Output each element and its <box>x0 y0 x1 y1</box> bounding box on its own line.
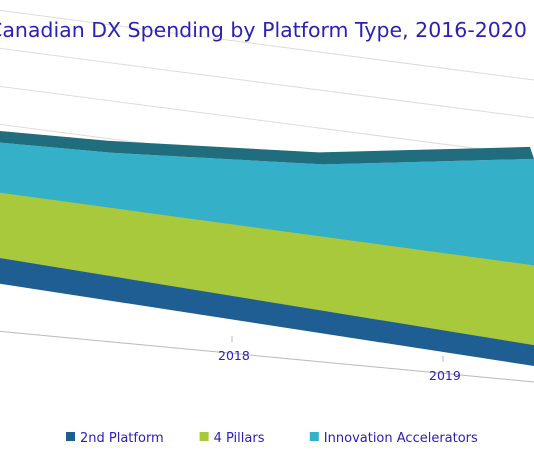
legend-item: 2nd Platform <box>66 431 164 446</box>
gridline <box>0 9 534 81</box>
x-axis: 201820192020 <box>0 330 534 383</box>
area-face <box>0 142 534 266</box>
legend-swatch <box>309 432 319 441</box>
area-top-edge <box>0 130 534 165</box>
x-tick-label: 2019 <box>429 368 461 383</box>
plot-area <box>0 130 534 366</box>
legend-item: Innovation Accelerators <box>309 431 478 446</box>
legend-label: 4 Pillars <box>214 431 265 446</box>
chart-title: Canadian DX Spending by Platform Type, 2… <box>0 18 527 42</box>
legend-swatch <box>66 432 75 441</box>
legend-item: 4 Pillars <box>199 431 265 446</box>
legend: 2nd Platform 4 Pillars Innovation Accelera… <box>66 431 478 446</box>
area-face <box>0 192 534 346</box>
x-axis-line <box>0 330 534 383</box>
legend-label: 2nd Platform <box>80 431 164 446</box>
gridline <box>0 85 534 157</box>
legend-swatch <box>199 432 209 441</box>
gridline <box>0 47 534 119</box>
x-tick-label: 2018 <box>218 348 250 363</box>
legend-label: Innovation Accelerators <box>324 431 478 446</box>
area-face <box>0 258 534 366</box>
